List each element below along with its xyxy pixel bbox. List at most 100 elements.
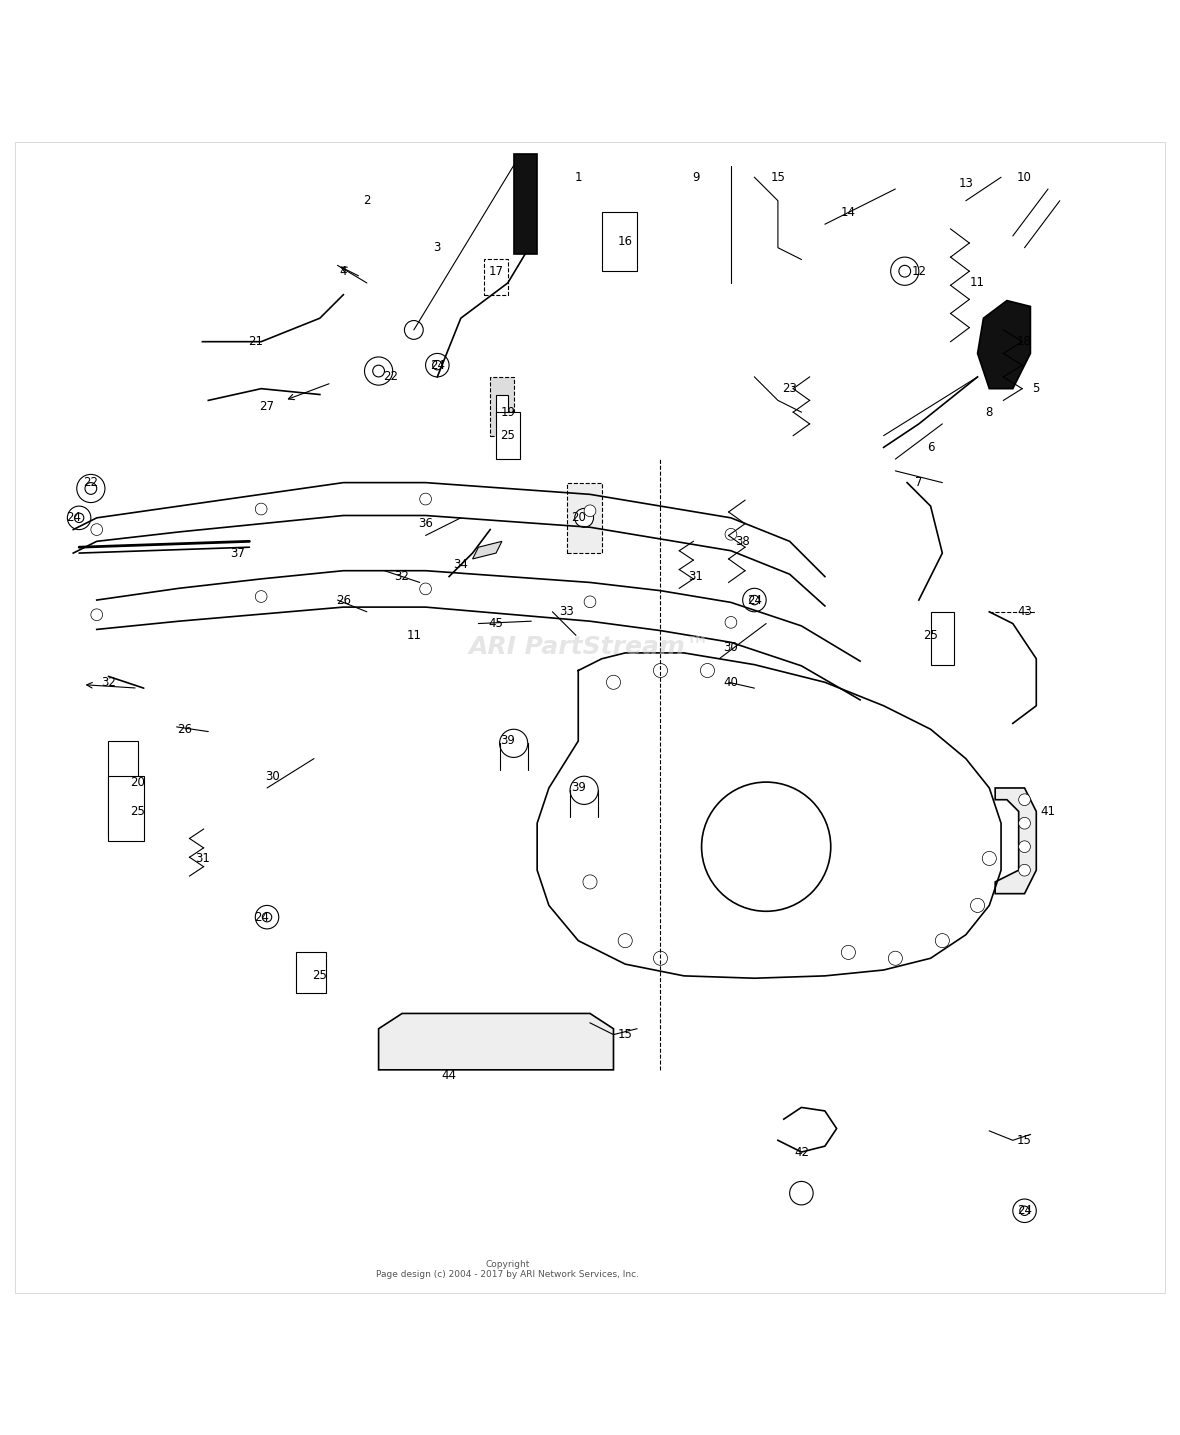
Text: 10: 10 xyxy=(1017,171,1032,184)
Text: ARI PartStream™: ARI PartStream™ xyxy=(470,636,710,659)
Circle shape xyxy=(570,776,598,805)
Text: 27: 27 xyxy=(260,400,275,413)
Text: 24: 24 xyxy=(747,594,762,607)
Text: 23: 23 xyxy=(782,382,798,395)
Polygon shape xyxy=(296,953,326,993)
Circle shape xyxy=(91,608,103,620)
Circle shape xyxy=(654,663,668,677)
Text: 15: 15 xyxy=(618,1027,632,1042)
Text: 15: 15 xyxy=(1017,1134,1032,1147)
Text: 24: 24 xyxy=(1017,1204,1032,1217)
Text: 14: 14 xyxy=(841,207,855,220)
Text: 25: 25 xyxy=(131,805,145,818)
Text: Copyright
Page design (c) 2004 - 2017 by ARI Network Services, Inc.: Copyright Page design (c) 2004 - 2017 by… xyxy=(376,1260,640,1279)
Text: 17: 17 xyxy=(489,264,504,278)
Polygon shape xyxy=(513,154,537,254)
Circle shape xyxy=(607,676,621,689)
Text: 31: 31 xyxy=(195,852,210,865)
Circle shape xyxy=(262,913,271,921)
Circle shape xyxy=(365,357,393,385)
Text: 2: 2 xyxy=(363,194,371,207)
Text: 21: 21 xyxy=(248,336,263,349)
Text: 32: 32 xyxy=(101,676,116,689)
Text: 19: 19 xyxy=(500,406,516,419)
Circle shape xyxy=(970,898,984,913)
Circle shape xyxy=(725,528,736,540)
Polygon shape xyxy=(109,776,144,841)
Text: 24: 24 xyxy=(254,911,269,924)
Circle shape xyxy=(899,265,911,277)
Circle shape xyxy=(499,729,527,758)
Circle shape xyxy=(749,596,759,604)
Polygon shape xyxy=(566,482,602,552)
Text: 42: 42 xyxy=(794,1145,809,1158)
Circle shape xyxy=(426,353,450,377)
Circle shape xyxy=(889,951,903,966)
Circle shape xyxy=(702,782,831,911)
Circle shape xyxy=(583,875,597,888)
Circle shape xyxy=(255,905,278,928)
Text: 32: 32 xyxy=(394,570,409,583)
Text: 25: 25 xyxy=(500,429,516,442)
Text: 16: 16 xyxy=(618,235,632,248)
Text: 3: 3 xyxy=(433,241,441,254)
Circle shape xyxy=(1018,794,1030,805)
Text: 15: 15 xyxy=(771,171,786,184)
Polygon shape xyxy=(484,260,507,294)
Circle shape xyxy=(255,591,267,603)
Text: 41: 41 xyxy=(1041,805,1056,818)
Circle shape xyxy=(1020,1205,1029,1215)
Circle shape xyxy=(725,617,736,629)
Polygon shape xyxy=(379,1013,614,1071)
Circle shape xyxy=(1018,818,1030,829)
Text: 31: 31 xyxy=(688,570,703,583)
Polygon shape xyxy=(977,300,1030,389)
Circle shape xyxy=(575,508,594,527)
Polygon shape xyxy=(931,611,955,664)
Text: 4: 4 xyxy=(340,264,347,278)
Text: 12: 12 xyxy=(911,264,926,278)
Text: 38: 38 xyxy=(735,535,750,548)
Circle shape xyxy=(373,364,385,377)
Text: 18: 18 xyxy=(1017,336,1032,349)
Text: 7: 7 xyxy=(916,476,923,489)
Circle shape xyxy=(701,663,715,677)
Circle shape xyxy=(742,588,766,611)
Text: 26: 26 xyxy=(177,723,192,736)
Circle shape xyxy=(67,507,91,530)
Text: 44: 44 xyxy=(441,1069,457,1082)
Circle shape xyxy=(891,257,919,286)
Text: 1: 1 xyxy=(575,171,582,184)
Text: 36: 36 xyxy=(418,517,433,530)
Polygon shape xyxy=(496,395,507,418)
Text: 33: 33 xyxy=(559,606,573,618)
Text: 25: 25 xyxy=(313,970,327,983)
Polygon shape xyxy=(490,377,513,436)
Circle shape xyxy=(982,851,996,865)
Text: 6: 6 xyxy=(926,441,935,453)
Text: 11: 11 xyxy=(406,629,421,641)
Circle shape xyxy=(584,505,596,517)
Circle shape xyxy=(584,596,596,607)
Text: 24: 24 xyxy=(430,359,445,372)
Polygon shape xyxy=(472,541,501,560)
Circle shape xyxy=(1018,864,1030,875)
Text: 30: 30 xyxy=(266,769,281,782)
Text: 13: 13 xyxy=(958,177,974,189)
Polygon shape xyxy=(109,740,138,835)
Text: 5: 5 xyxy=(1032,382,1040,395)
Circle shape xyxy=(1018,841,1030,852)
Circle shape xyxy=(114,779,133,798)
Circle shape xyxy=(74,514,84,522)
Text: 30: 30 xyxy=(723,640,739,653)
Text: 11: 11 xyxy=(970,277,985,290)
Circle shape xyxy=(1012,1200,1036,1223)
Circle shape xyxy=(433,360,442,370)
Text: 34: 34 xyxy=(453,558,468,571)
Text: 24: 24 xyxy=(66,511,80,524)
Circle shape xyxy=(420,494,432,505)
Circle shape xyxy=(91,524,103,535)
Text: 40: 40 xyxy=(723,676,739,689)
Circle shape xyxy=(841,946,855,960)
Text: 22: 22 xyxy=(382,370,398,383)
